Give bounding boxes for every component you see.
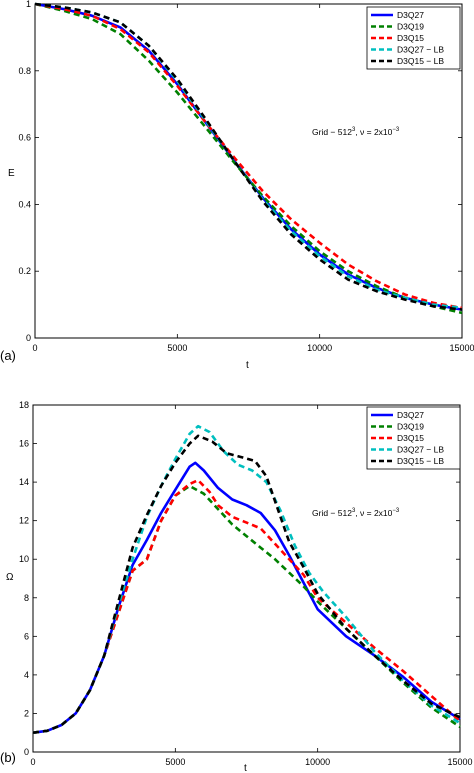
annotation-b: Grid − 5123, ν = 2x10−3 <box>312 508 400 518</box>
y-tick-label-b: 8 <box>24 593 29 603</box>
y-tick-label-a: 0.8 <box>18 66 31 76</box>
xlabel-a: t <box>246 360 249 371</box>
series-group-b <box>32 424 461 734</box>
series-line-b-4 <box>32 434 461 734</box>
legend-label-a-0: D3Q27 <box>397 10 424 20</box>
y-tick-label-b: 2 <box>24 708 29 718</box>
ylabel-b: Ω <box>6 572 14 583</box>
y-tick-label-b: 18 <box>19 400 29 410</box>
legend-label-a-1: D3Q19 <box>397 22 424 32</box>
legend-label-b-3: D3Q27 − LB <box>397 445 444 455</box>
y-tick-label-a: 0.2 <box>18 266 31 276</box>
legend-label-b-0: D3Q27 <box>397 410 424 420</box>
y-tick-label-a: 0.6 <box>18 133 31 143</box>
series-line-a-2 <box>34 2 463 310</box>
xlabel-b: t <box>244 763 247 773</box>
annotation-a-mid: , ν = 2x10 <box>355 127 392 137</box>
legend-label-a-4: D3Q15 − LB <box>397 56 444 66</box>
y-tick-label-b: 16 <box>19 439 29 449</box>
y-tick-label-b: 4 <box>24 670 29 680</box>
annotation-b-text: Grid − 512 <box>312 508 352 518</box>
y-tick-label-a: 0 <box>26 333 31 343</box>
chart-panel-a: 0 5000 10000 15000 0 0.2 0.4 0.6 0.8 1 E t (a) Gr… <box>0 0 474 371</box>
annotation-b-sup2: −3 <box>392 508 400 514</box>
x-tick-label-b: 5000 <box>165 757 185 767</box>
legend-label-a-2: D3Q15 <box>397 33 424 43</box>
panel-label-a: (a) <box>0 348 16 363</box>
series-line-b-3 <box>32 424 461 734</box>
annotation-a-sup1: 3 <box>352 127 356 133</box>
ylabel-a: E <box>8 168 15 179</box>
annotation-a-text: Grid − 512 <box>312 127 352 137</box>
legend-label-b-4: D3Q15 − LB <box>397 456 444 466</box>
annotation-a-sup2: −3 <box>392 127 400 133</box>
x-tick-label-a: 10000 <box>307 343 332 353</box>
x-tick-label-a: 5000 <box>167 343 187 353</box>
annotation-b-mid: , ν = 2x10 <box>355 508 392 518</box>
x-tick-label-a: 15000 <box>449 343 474 353</box>
x-tick-label-b: 10000 <box>305 757 330 767</box>
panel-label-b: (b) <box>0 750 16 765</box>
series-line-b-2 <box>32 478 461 734</box>
chart-panel-b: 0 5000 10000 15000 0 2 4 6 8 10 12 14 16 18 Ω t (b) G… <box>0 400 473 773</box>
series-line-b-0 <box>32 461 461 734</box>
y-tick-label-b: 10 <box>19 554 29 564</box>
y-tick-label-b: 14 <box>19 477 29 487</box>
series-line-a-4 <box>34 2 463 311</box>
y-tick-label-b: 0 <box>24 747 29 757</box>
x-tick-label-a: 0 <box>32 343 37 353</box>
legend-label-b-2: D3Q15 <box>397 433 424 443</box>
legend-label-b-1: D3Q19 <box>397 422 424 432</box>
y-tick-label-a: 1 <box>26 0 31 9</box>
y-tick-label-b: 6 <box>24 631 29 641</box>
y-tick-label-b: 12 <box>19 516 29 526</box>
x-tick-label-b: 15000 <box>447 757 472 767</box>
annotation-a: Grid − 5123, ν = 2x10−3 <box>312 127 400 137</box>
annotation-b-sup1: 3 <box>352 508 356 514</box>
series-group-a <box>34 2 463 315</box>
legend-label-a-3: D3Q27 − LB <box>397 45 444 55</box>
x-tick-label-b: 0 <box>30 757 35 767</box>
y-tick-label-a: 0.4 <box>18 199 31 209</box>
axis-ticks-a: 0 5000 10000 15000 0 0.2 0.4 0.6 0.8 1 <box>18 0 474 353</box>
